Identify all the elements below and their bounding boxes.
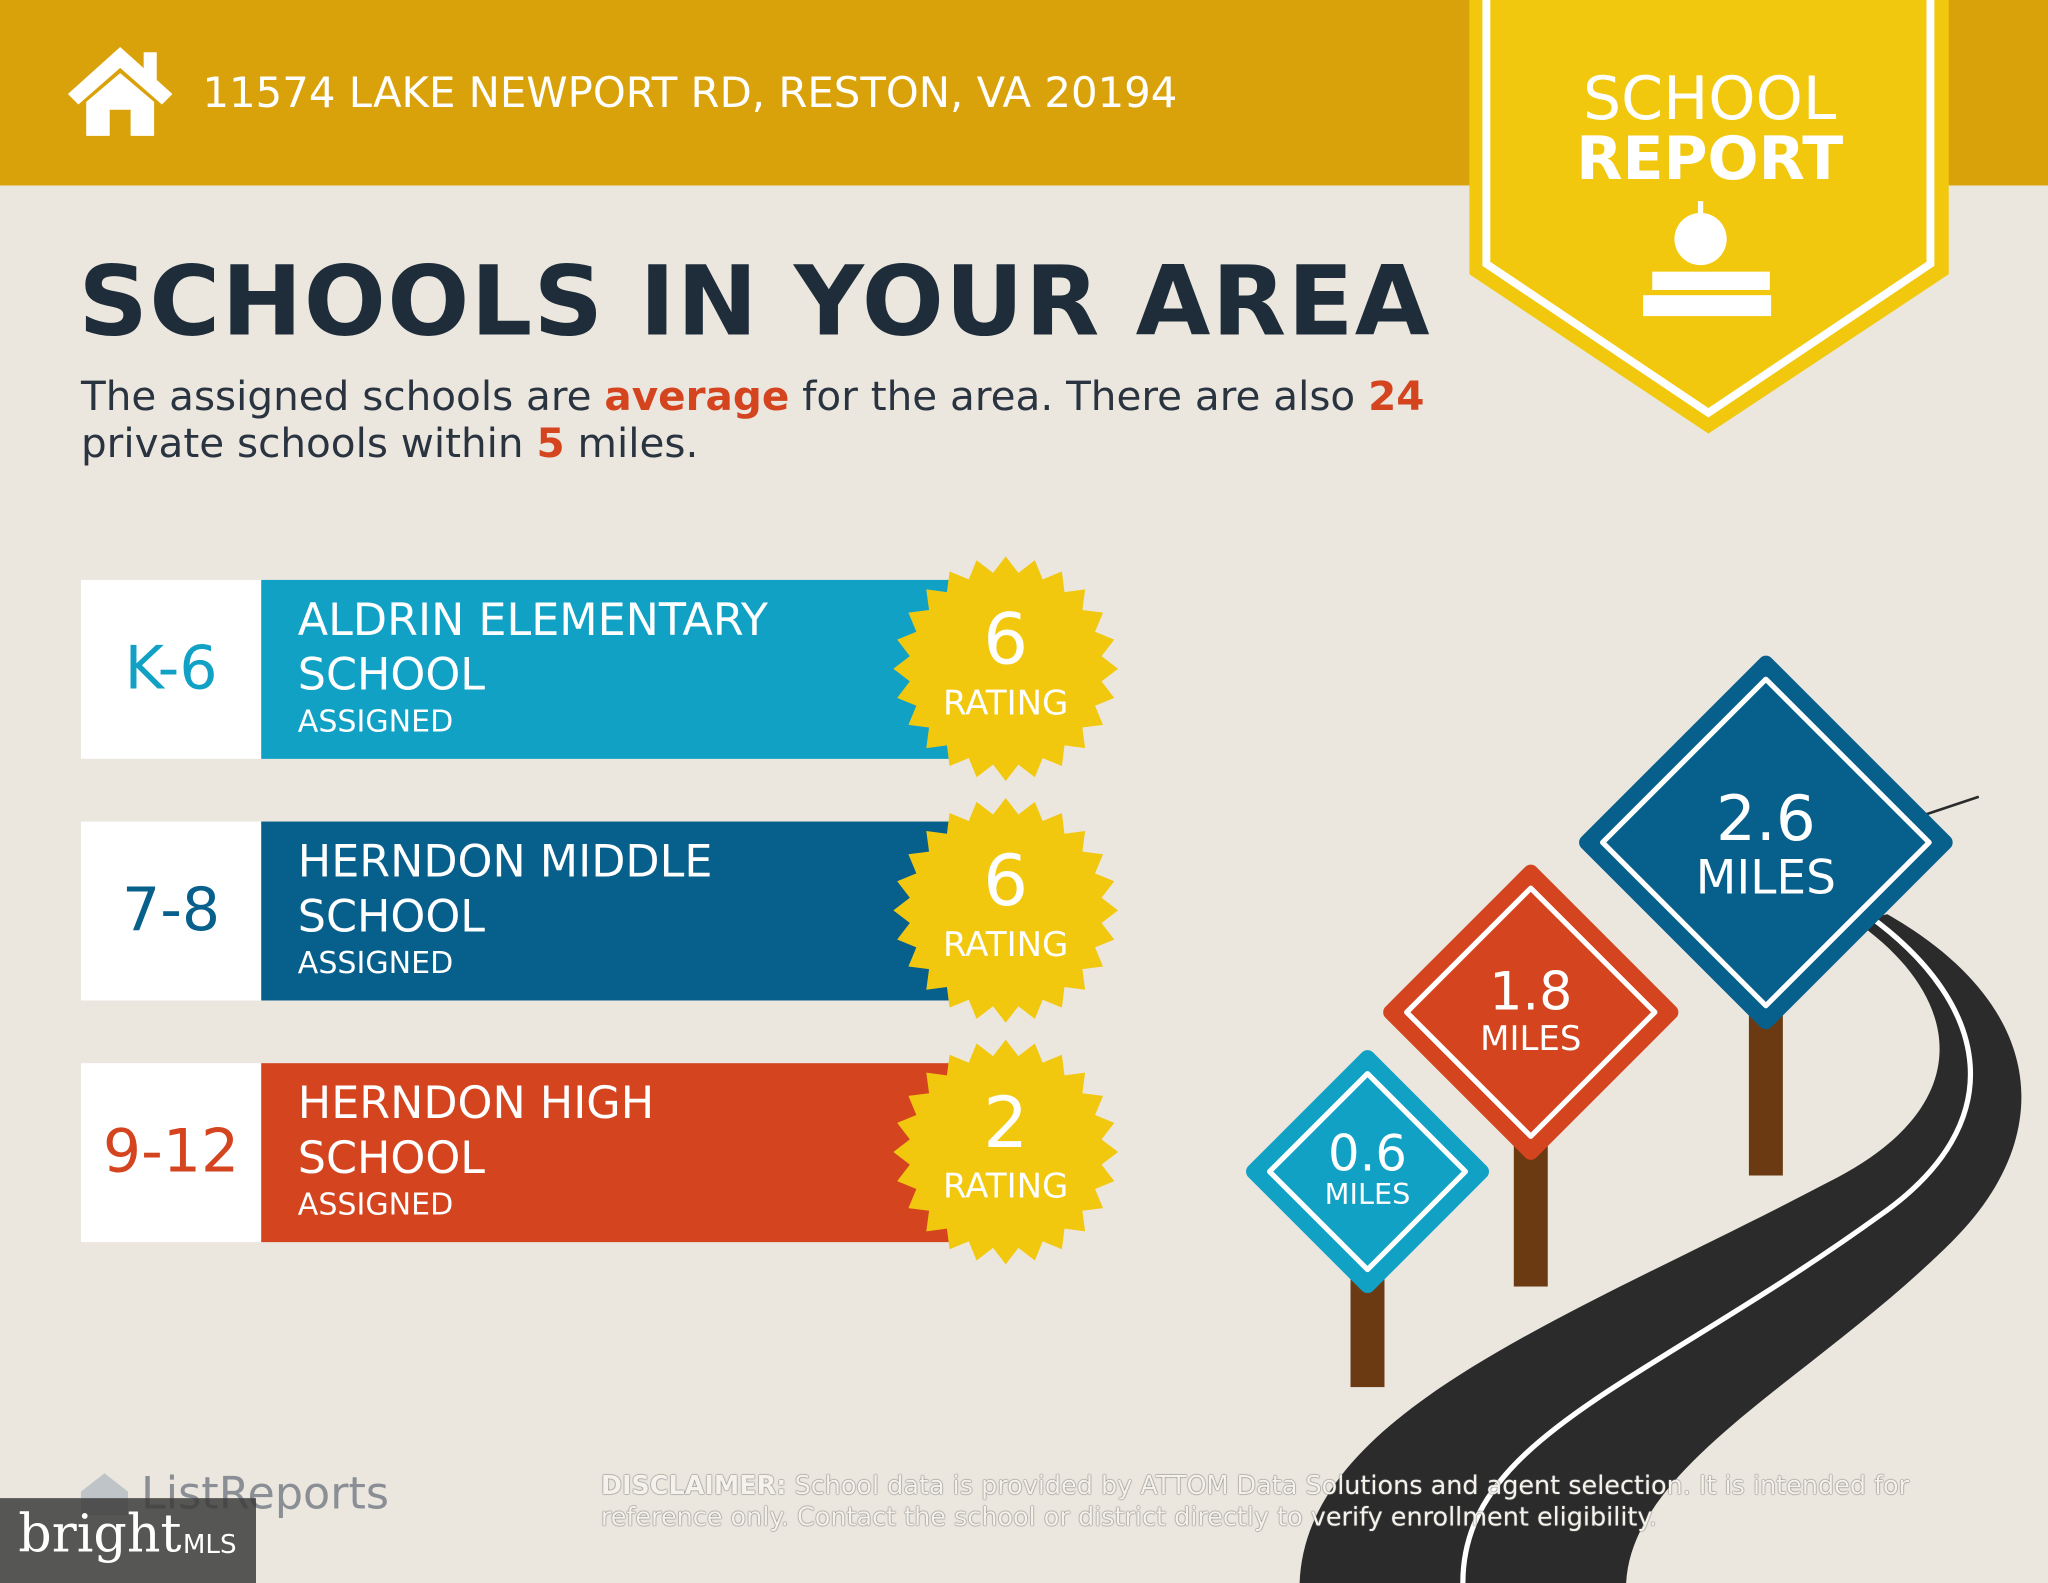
school-name: HERNDON HIGH	[297, 1077, 655, 1130]
grade-label: K-6	[124, 632, 218, 703]
disclaimer-text: School data is provided by ATTOM Data So…	[600, 1470, 1910, 1533]
summary-text: miles.	[564, 420, 699, 468]
summary-text: private schools within	[80, 420, 537, 468]
grade-box	[80, 579, 262, 759]
summary-highlight: 5	[536, 420, 565, 468]
distance-unit: MILES	[1695, 851, 1836, 906]
school-bar	[261, 579, 967, 759]
apple-books-icon	[1643, 201, 1772, 317]
grade-box	[80, 1063, 262, 1243]
grade-label: 7-8	[122, 873, 221, 945]
sign-outline	[1599, 676, 1932, 1009]
home-icon	[67, 47, 173, 136]
distance-value: 1.8	[1489, 962, 1573, 1023]
summary-text: The assigned schools are	[80, 373, 605, 421]
summary-highlight: 24	[1368, 373, 1425, 421]
summary: The assigned schools are average for the…	[81, 374, 1465, 468]
watermark-box	[0, 1498, 256, 1583]
rating-badge	[893, 798, 1119, 1023]
badge-outline	[1482, 0, 1935, 418]
sign	[1383, 864, 1679, 1160]
watermark: MLS	[182, 1528, 237, 1560]
watermark: bright	[18, 1504, 182, 1565]
distance-value: 0.6	[1328, 1124, 1407, 1182]
sign	[1246, 1050, 1489, 1294]
sign-outline	[1266, 1071, 1469, 1273]
sign-outline	[1404, 885, 1658, 1139]
sign	[1579, 655, 1953, 1030]
summary-highlight: average	[604, 373, 790, 421]
school-status: ASSIGNED	[297, 705, 454, 740]
rating-badge	[893, 1039, 1119, 1265]
disclaimer-label: DISCLAIMER:	[600, 1470, 787, 1501]
road	[1299, 795, 2022, 1583]
distance-unit: MILES	[1324, 1179, 1411, 1212]
title: SCHOOLS IN YOUR AREA	[78, 245, 1431, 358]
grade-label: 9-12	[102, 1115, 240, 1186]
school-name: ALDRIN ELEMENTARY	[297, 594, 769, 647]
rating-label: RATING	[943, 1167, 1069, 1207]
school-bar	[261, 821, 967, 1001]
badge-line: REPORT	[1576, 122, 1844, 194]
school-name: SCHOOL	[297, 649, 486, 702]
grade-box	[80, 821, 262, 1001]
school-name: SCHOOL	[297, 1132, 486, 1185]
address: 11574 LAKE NEWPORT RD, RESTON, VA 20194	[202, 67, 1178, 118]
school-bar	[261, 1063, 967, 1243]
school-name: HERNDON MIDDLE	[297, 835, 713, 889]
distance-unit: MILES	[1480, 1020, 1582, 1060]
rating-label: RATING	[943, 684, 1069, 724]
rating-badge	[893, 556, 1119, 782]
school-name: SCHOOL	[297, 890, 486, 944]
rating-value: 6	[983, 598, 1029, 681]
badge-line: SCHOOL	[1583, 62, 1837, 134]
school-status: ASSIGNED	[297, 1188, 454, 1223]
school-status: ASSIGNED	[297, 946, 454, 981]
disclaimer: DISCLAIMER: School data is provided by A…	[601, 1471, 1946, 1534]
rating-label: RATING	[943, 926, 1069, 966]
rating-value: 6	[983, 839, 1029, 923]
distance-value: 2.6	[1716, 782, 1816, 857]
rating-value: 2	[983, 1081, 1029, 1164]
summary-text: for the area. There are also	[789, 373, 1369, 421]
